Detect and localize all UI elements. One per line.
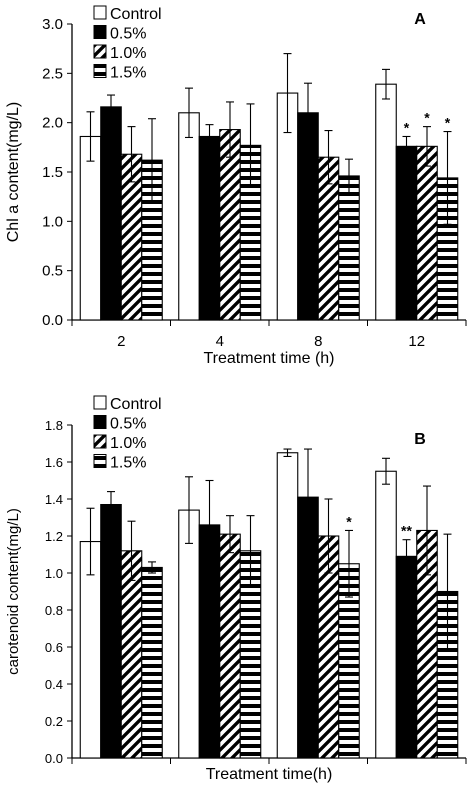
legend-swatch — [93, 415, 107, 429]
y-tick-label: 0.0 — [45, 751, 63, 766]
bar — [395, 145, 418, 321]
panel-label: A — [414, 11, 426, 28]
bar — [395, 555, 418, 759]
legend-label: Control — [110, 6, 162, 23]
y-tick-label: 0.4 — [45, 677, 63, 692]
legend-label: 1.0% — [110, 435, 146, 452]
legend-swatch — [93, 454, 107, 468]
bar — [276, 452, 299, 759]
legend-swatch — [93, 434, 107, 449]
bar — [198, 135, 221, 321]
bar — [79, 135, 102, 321]
chart-panel-b: 0.00.20.40.60.81.01.21.41.61.824812***Tr… — [5, 395, 467, 783]
legend-label: 1.5% — [110, 455, 146, 472]
y-tick-label: 1.0 — [42, 213, 63, 230]
y-tick-label: 1.2 — [45, 529, 63, 544]
significance-marker: * — [346, 513, 352, 529]
bar — [375, 83, 397, 321]
y-tick-label: 0.2 — [45, 714, 63, 729]
legend: Control 0.5% 1.0% 1.5% — [93, 5, 162, 82]
chart-panel-a: 0.0 0.5 1.0 1.5 2.0 2.5 3.0 2 4 8 12 * * * Treatment t… — [5, 5, 467, 367]
legend-swatch — [93, 5, 107, 20]
x-tick-label: 2 — [117, 333, 125, 350]
legend-swatch — [93, 44, 107, 59]
y-tick-label: 0.8 — [45, 603, 63, 618]
bar — [141, 566, 163, 759]
legend-label: 0.5% — [110, 26, 146, 43]
x-axis-label: Treatment time (h) — [204, 350, 335, 367]
bar — [178, 509, 200, 759]
y-tick-label: 1.5 — [42, 164, 63, 181]
significance-marker: * — [404, 119, 410, 135]
y-axis-label: carotenoid content(mg/L) — [5, 508, 22, 675]
bar — [375, 470, 397, 759]
panel-label: B — [414, 431, 426, 448]
y-tick-label: 1.8 — [45, 418, 63, 433]
bar — [120, 550, 143, 759]
bar — [178, 112, 200, 321]
legend-swatch — [93, 395, 107, 410]
bar — [219, 129, 241, 321]
bar — [416, 145, 438, 321]
bar — [338, 175, 360, 321]
legend-label: 1.5% — [110, 65, 146, 82]
x-axis-label: Treatment time(h) — [206, 766, 333, 783]
y-axis-label: Chl a content(mg/L) — [5, 102, 22, 243]
bar — [219, 533, 241, 759]
legend-label: Control — [110, 396, 162, 413]
y-tick-label: 0.5 — [42, 263, 63, 280]
bar — [100, 106, 122, 321]
legend-label: 0.5% — [110, 416, 146, 433]
significance-marker: ** — [401, 523, 412, 539]
bar — [100, 503, 122, 759]
y-tick-label: 0.6 — [45, 640, 63, 655]
y-tick-label: 1.0 — [45, 566, 63, 581]
y-tick-label: 1.6 — [45, 455, 63, 470]
x-tick-label: 12 — [408, 333, 425, 350]
y-tick-label: 2.0 — [42, 115, 63, 132]
y-tick-label: 0.0 — [42, 312, 63, 329]
y-tick-label: 2.5 — [42, 65, 63, 82]
significance-marker: * — [424, 110, 430, 126]
x-tick-label: 8 — [314, 333, 322, 350]
x-tick-label: 4 — [216, 333, 224, 350]
y-tick-label: 3.0 — [42, 16, 63, 33]
legend-label: 1.0% — [110, 45, 146, 62]
bar — [297, 112, 319, 321]
significance-marker: * — [445, 115, 451, 131]
y-tick-label: 1.4 — [45, 492, 63, 507]
legend-swatch — [93, 25, 107, 39]
legend: Control 0.5% 1.0% 1.5% — [93, 395, 162, 472]
legend-swatch — [93, 64, 107, 78]
